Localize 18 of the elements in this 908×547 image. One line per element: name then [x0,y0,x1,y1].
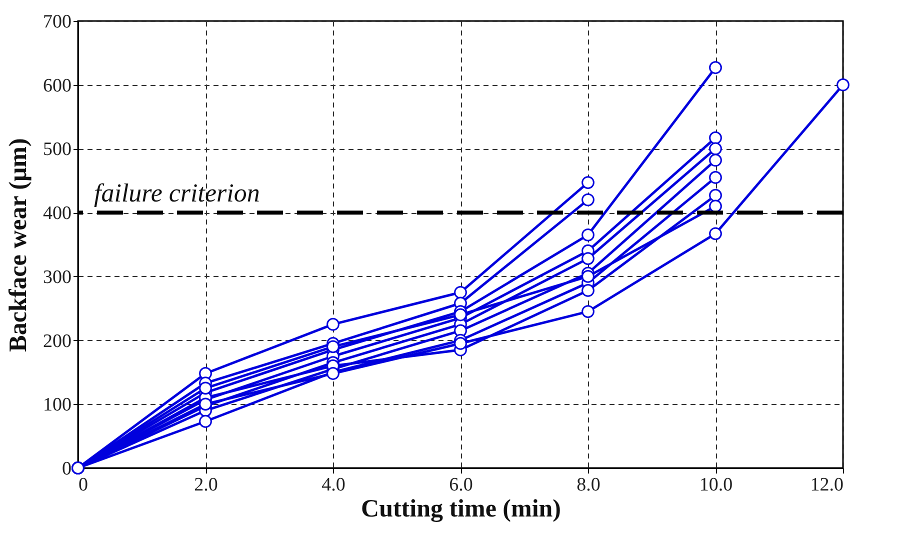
x-tick-label: 12.0 [810,474,844,496]
x-tick-label: 6.0 [449,474,473,496]
x-tick-label: 10.0 [699,474,733,496]
x-axis-title: Cutting time (min) [361,496,561,522]
ref-line-label: failure criterion [94,178,260,208]
y-tick-label: 500 [43,139,72,160]
y-tick-label: 0 [62,458,72,480]
x-tick-label: 2.0 [194,474,218,496]
y-axis-title: Backface wear (μm) [5,138,32,352]
y-tick-label: 700 [43,12,72,32]
x-tick-label: 0 [78,474,88,496]
y-tick-label: 200 [43,330,72,352]
x-tick-label: 8.0 [576,474,600,496]
y-tick-label: 300 [43,266,72,288]
y-tick-label: 600 [43,75,72,96]
y-tick-label: 100 [43,394,72,416]
x-tick-label: 4.0 [322,474,346,496]
y-tick-label: 400 [43,203,72,224]
